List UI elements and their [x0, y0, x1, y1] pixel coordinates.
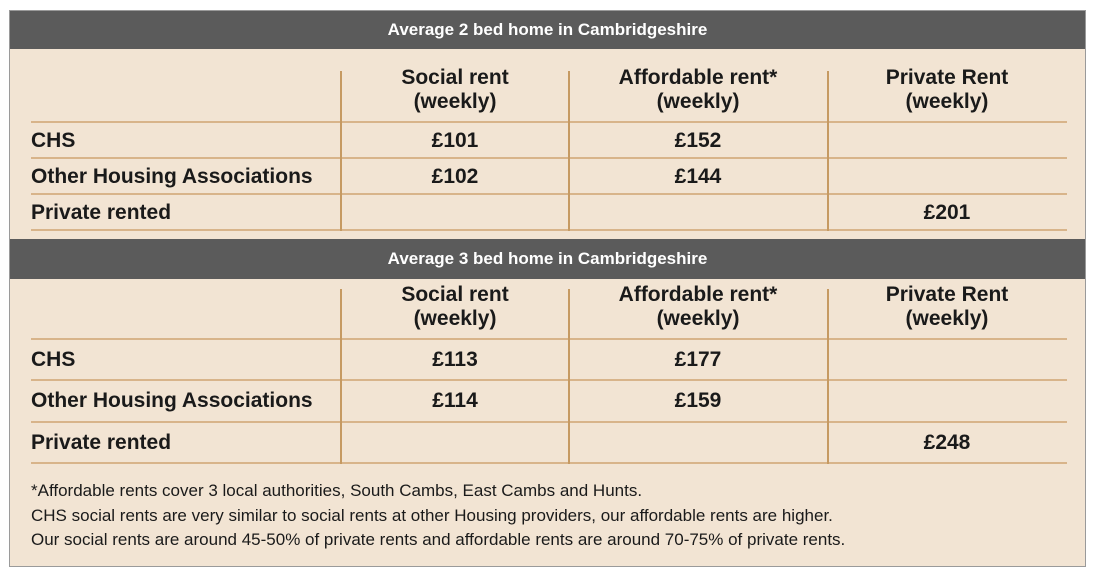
private-rent-value [827, 340, 1067, 379]
table2-header-row: Social rent (weekly) Affordable rent* (w… [31, 283, 1067, 330]
rent-comparison-panel: Average 2 bed home in Cambridgeshire Soc… [9, 10, 1086, 567]
table-row: Private rented £248 [31, 423, 1067, 462]
row-label: CHS [31, 129, 76, 152]
table-row: Other Housing Associations £114 £159 [31, 381, 1067, 420]
table1-rule [31, 229, 1067, 231]
table1-rule [31, 193, 1067, 195]
table1-header-affordable: Affordable rent* (weekly) [618, 66, 778, 113]
table2-rule [31, 462, 1067, 464]
table2-header-private: Private Rent (weekly) [885, 283, 1009, 330]
row-label: Other Housing Associations [31, 165, 313, 188]
social-rent-value [341, 423, 569, 462]
table-row: Other Housing Associations £102 £144 [31, 159, 1067, 195]
column-divider [827, 289, 829, 464]
affordable-rent-value: £159 [674, 388, 722, 412]
affordable-rent-value: £152 [674, 129, 722, 152]
social-rent-value: £114 [432, 388, 478, 412]
social-rent-value: £113 [432, 347, 478, 371]
table1-header-private: Private Rent (weekly) [885, 66, 1009, 113]
private-rent-value [827, 159, 1067, 195]
table2-header-social: Social rent (weekly) [401, 283, 509, 330]
private-rent-value: £248 [923, 430, 971, 454]
affordable-rent-value [569, 195, 827, 231]
table2-rule [31, 379, 1067, 381]
table1-title: Average 2 bed home in Cambridgeshire [10, 11, 1085, 49]
table-row: Private rented £201 [31, 195, 1067, 231]
social-rent-value: £101 [431, 129, 479, 152]
private-rent-value: £201 [923, 201, 971, 224]
table2-rule [31, 338, 1067, 340]
affordable-rent-value: £177 [674, 347, 722, 371]
row-label: CHS [31, 347, 76, 371]
row-label: Other Housing Associations [31, 388, 313, 412]
table1-header-row: Social rent (weekly) Affordable rent* (w… [31, 66, 1067, 113]
footnote-affordable: *Affordable rents cover 3 local authorit… [31, 481, 643, 500]
table1: Social rent (weekly) Affordable rent* (w… [31, 49, 1067, 239]
table1-header-social: Social rent (weekly) [401, 66, 509, 113]
table2-title: Average 3 bed home in Cambridgeshire [10, 239, 1085, 279]
footnote-social-comparison: CHS social rents are very similar to soc… [31, 505, 833, 525]
table-row: CHS £101 £152 [31, 123, 1067, 159]
table1-rule [31, 157, 1067, 159]
table2-header-affordable: Affordable rent* (weekly) [618, 283, 778, 330]
private-rent-value [827, 123, 1067, 159]
social-rent-value [341, 195, 569, 231]
table2-rule [31, 421, 1067, 423]
footnotes: *Affordable rents cover 3 local authorit… [31, 479, 1071, 553]
table1-rule [31, 121, 1067, 123]
column-divider [340, 289, 342, 464]
row-label: Private rented [31, 430, 172, 454]
footnote-percentages: Our social rents are around 45-50% of pr… [31, 530, 846, 549]
table-row: CHS £113 £177 [31, 340, 1067, 379]
column-divider [568, 71, 570, 231]
column-divider [340, 71, 342, 231]
affordable-rent-value [569, 423, 827, 462]
row-label: Private rented [31, 201, 172, 224]
column-divider [568, 289, 570, 464]
private-rent-value [827, 381, 1067, 420]
social-rent-value: £102 [431, 165, 479, 188]
column-divider [827, 71, 829, 231]
affordable-rent-value: £144 [674, 165, 722, 188]
table2: Social rent (weekly) Affordable rent* (w… [31, 279, 1067, 469]
